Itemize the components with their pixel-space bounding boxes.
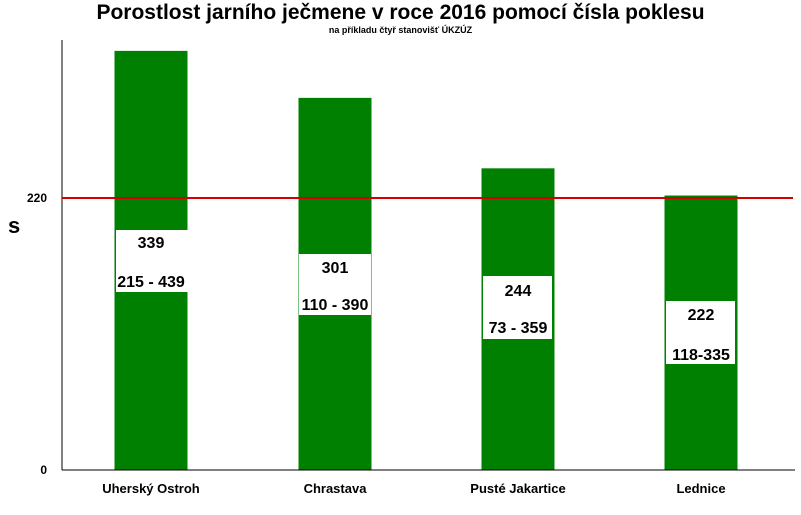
label-gap — [299, 254, 371, 315]
label-gap — [116, 230, 188, 292]
data-label-range: 110 - 390 — [302, 297, 369, 314]
y-tick-label: 0 — [40, 463, 47, 477]
y-axis-label: s — [8, 213, 20, 238]
label-box — [666, 301, 735, 364]
data-label-value: 222 — [688, 307, 715, 324]
chart-subtitle: na příkladu čtyř stanovišť ÚKZÚZ — [328, 25, 473, 35]
y-ticks-layer: 0 220 — [27, 191, 47, 477]
data-label-value: 301 — [322, 260, 349, 277]
label-box — [483, 276, 552, 339]
labels-layer: 339 215 - 439 301 110 - 390 244 73 - 359 222 11… — [116, 230, 735, 364]
x-categories-layer: Uherský Ostroh Chrastava Pusté Jakartice Le… — [102, 481, 725, 496]
x-tick-label: Pusté Jakartice — [470, 481, 565, 496]
data-label-value: 244 — [505, 283, 532, 300]
x-tick-label: Chrastava — [304, 481, 368, 496]
data-label-value: 339 — [138, 235, 165, 252]
data-label-range: 215 - 439 — [117, 274, 185, 291]
data-label-range: 118-335 — [672, 347, 730, 364]
y-tick-label: 220 — [27, 191, 47, 205]
x-tick-label: Uherský Ostroh — [102, 481, 200, 496]
data-label-range: 73 - 359 — [489, 320, 548, 337]
bars-layer — [114, 50, 738, 470]
x-tick-label: Lednice — [676, 481, 725, 496]
chart-title: Porostlost jarního ječmene v roce 2016 p… — [96, 1, 705, 24]
